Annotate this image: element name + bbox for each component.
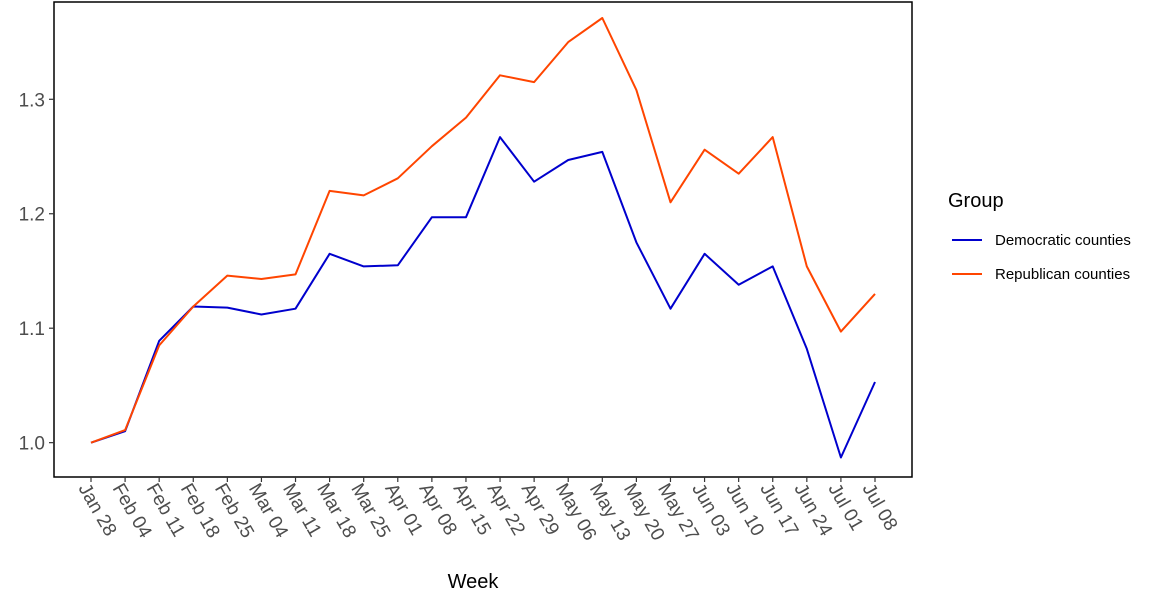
y-tick-label: 1.0 bbox=[19, 434, 45, 455]
y-tick-label: 1.1 bbox=[19, 319, 45, 340]
legend-label: Republican counties bbox=[995, 266, 1130, 283]
series-line bbox=[90, 136, 876, 459]
x-tick-label: Jul 08 bbox=[858, 480, 902, 534]
plot-panel bbox=[53, 1, 913, 478]
y-tick-label: 1.2 bbox=[19, 205, 45, 226]
series-layer bbox=[90, 17, 876, 459]
y-tick-label: 1.3 bbox=[19, 90, 45, 111]
x-axis-title: Week bbox=[448, 571, 500, 592]
series-line bbox=[90, 17, 876, 444]
legend: Group Democratic counties Republican coun… bbox=[948, 190, 1131, 283]
legend-title: Group bbox=[948, 190, 1004, 212]
legend-label: Democratic counties bbox=[995, 232, 1131, 249]
y-axis: 1.0 1.1 1.2 1.3 bbox=[19, 90, 54, 455]
